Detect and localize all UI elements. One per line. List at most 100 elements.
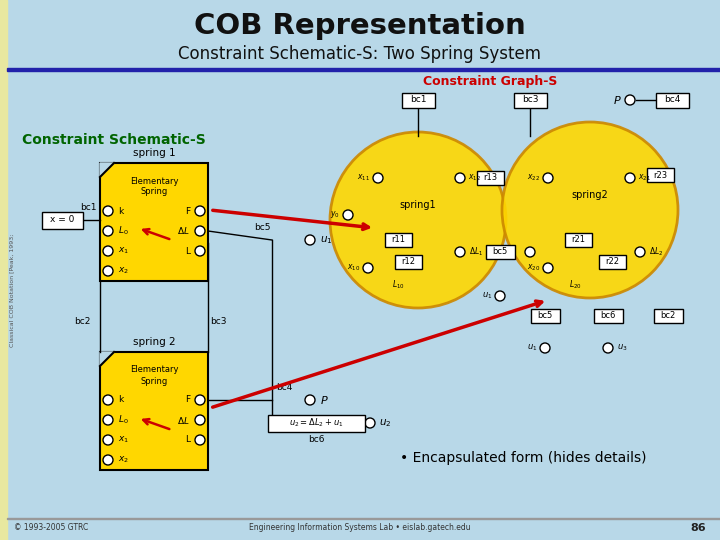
Text: r22: r22 [605, 258, 619, 267]
Circle shape [365, 418, 375, 428]
Text: $u_1$: $u_1$ [482, 291, 492, 301]
Text: F: F [185, 395, 190, 404]
Text: $L_0$: $L_0$ [118, 225, 129, 237]
Circle shape [625, 173, 635, 183]
Text: $\Delta L$: $\Delta L$ [177, 226, 190, 237]
Circle shape [525, 247, 535, 257]
Text: x = 0: x = 0 [50, 215, 74, 225]
Circle shape [373, 173, 383, 183]
Polygon shape [100, 352, 114, 366]
Circle shape [103, 435, 113, 445]
Text: $y_0$: $y_0$ [330, 210, 340, 220]
Circle shape [305, 395, 315, 405]
FancyBboxPatch shape [513, 92, 546, 107]
Text: $u_2$: $u_2$ [379, 417, 392, 429]
Circle shape [103, 415, 113, 425]
Text: spring 1: spring 1 [132, 148, 175, 158]
Text: L: L [185, 246, 190, 255]
Bar [7, 68, 720, 71]
FancyBboxPatch shape [268, 415, 364, 431]
Text: $L_{20}$: $L_{20}$ [569, 279, 581, 291]
Text: $u_2 = \Delta L_2 + u_1$: $u_2 = \Delta L_2 + u_1$ [289, 417, 343, 429]
Text: Elementary: Elementary [130, 177, 179, 186]
Text: bc5: bc5 [253, 224, 270, 233]
FancyBboxPatch shape [384, 233, 412, 247]
Text: spring2: spring2 [572, 190, 608, 200]
Circle shape [495, 291, 505, 301]
Text: r12: r12 [401, 258, 415, 267]
Text: r23: r23 [653, 171, 667, 179]
FancyBboxPatch shape [647, 168, 673, 182]
FancyBboxPatch shape [593, 309, 623, 323]
FancyBboxPatch shape [531, 309, 559, 323]
Circle shape [603, 343, 613, 353]
Text: bc3: bc3 [522, 96, 539, 105]
Text: $L_{10}$: $L_{10}$ [392, 279, 405, 291]
Circle shape [343, 210, 353, 220]
Text: k: k [118, 395, 123, 404]
Circle shape [195, 246, 205, 256]
Text: L: L [185, 435, 190, 444]
Circle shape [305, 235, 315, 245]
FancyBboxPatch shape [42, 212, 83, 228]
Text: • Encapsulated form (hides details): • Encapsulated form (hides details) [400, 451, 647, 465]
Text: F: F [185, 206, 190, 215]
Text: Constraint Schematic-S: Constraint Schematic-S [22, 133, 206, 147]
Text: bc1: bc1 [80, 204, 96, 213]
Text: $P$: $P$ [613, 94, 622, 106]
Circle shape [502, 122, 678, 298]
Circle shape [195, 415, 205, 425]
Circle shape [103, 395, 113, 405]
Text: $x_{20}$: $x_{20}$ [527, 263, 540, 273]
Text: bc2: bc2 [74, 318, 90, 327]
Text: bc4: bc4 [664, 96, 680, 105]
Bar [100, 352, 208, 470]
Text: $P$: $P$ [320, 394, 329, 406]
Text: $u_1$: $u_1$ [320, 234, 333, 246]
Circle shape [330, 132, 506, 308]
Circle shape [635, 247, 645, 257]
Circle shape [543, 263, 553, 273]
Circle shape [195, 435, 205, 445]
Circle shape [455, 247, 465, 257]
FancyBboxPatch shape [395, 255, 421, 269]
Circle shape [103, 206, 113, 216]
Text: $\Delta L_1$: $\Delta L_1$ [469, 246, 483, 258]
Text: Engineering Information Systems Lab • eislab.gatech.edu: Engineering Information Systems Lab • ei… [249, 523, 471, 532]
Circle shape [455, 173, 465, 183]
Text: Spring: Spring [140, 187, 168, 197]
FancyBboxPatch shape [654, 309, 683, 323]
Text: r13: r13 [483, 173, 497, 183]
Text: bc4: bc4 [276, 383, 292, 393]
Text: $x_{11}$: $x_{11}$ [357, 173, 370, 183]
Text: r21: r21 [571, 235, 585, 245]
Text: bc5: bc5 [537, 312, 553, 321]
FancyBboxPatch shape [402, 92, 434, 107]
Text: r11: r11 [391, 235, 405, 245]
Text: spring 2: spring 2 [132, 337, 175, 347]
Text: 86: 86 [690, 523, 706, 533]
Text: Constraint Schematic-S: Two Spring System: Constraint Schematic-S: Two Spring Syste… [179, 45, 541, 63]
Text: spring1: spring1 [400, 200, 436, 210]
Text: $L_0$: $L_0$ [118, 414, 129, 426]
Text: bc6: bc6 [600, 312, 616, 321]
Text: $\Delta L_2$: $\Delta L_2$ [649, 246, 663, 258]
Circle shape [543, 173, 553, 183]
Circle shape [195, 395, 205, 405]
Text: $\Delta L$: $\Delta L$ [177, 415, 190, 426]
Text: bc1: bc1 [410, 96, 426, 105]
Circle shape [625, 95, 635, 105]
Text: $x_{22}$: $x_{22}$ [527, 173, 540, 183]
FancyBboxPatch shape [655, 92, 688, 107]
Text: k: k [118, 206, 123, 215]
Circle shape [103, 226, 113, 236]
FancyBboxPatch shape [477, 171, 503, 185]
Bar [7, 518, 720, 519]
Text: $x_{12}$: $x_{12}$ [468, 173, 481, 183]
Circle shape [363, 263, 373, 273]
Circle shape [103, 266, 113, 276]
Text: bc6: bc6 [307, 435, 324, 444]
Text: $x_1$: $x_1$ [118, 246, 129, 256]
Bar [0, 0, 7, 540]
FancyBboxPatch shape [598, 255, 626, 269]
